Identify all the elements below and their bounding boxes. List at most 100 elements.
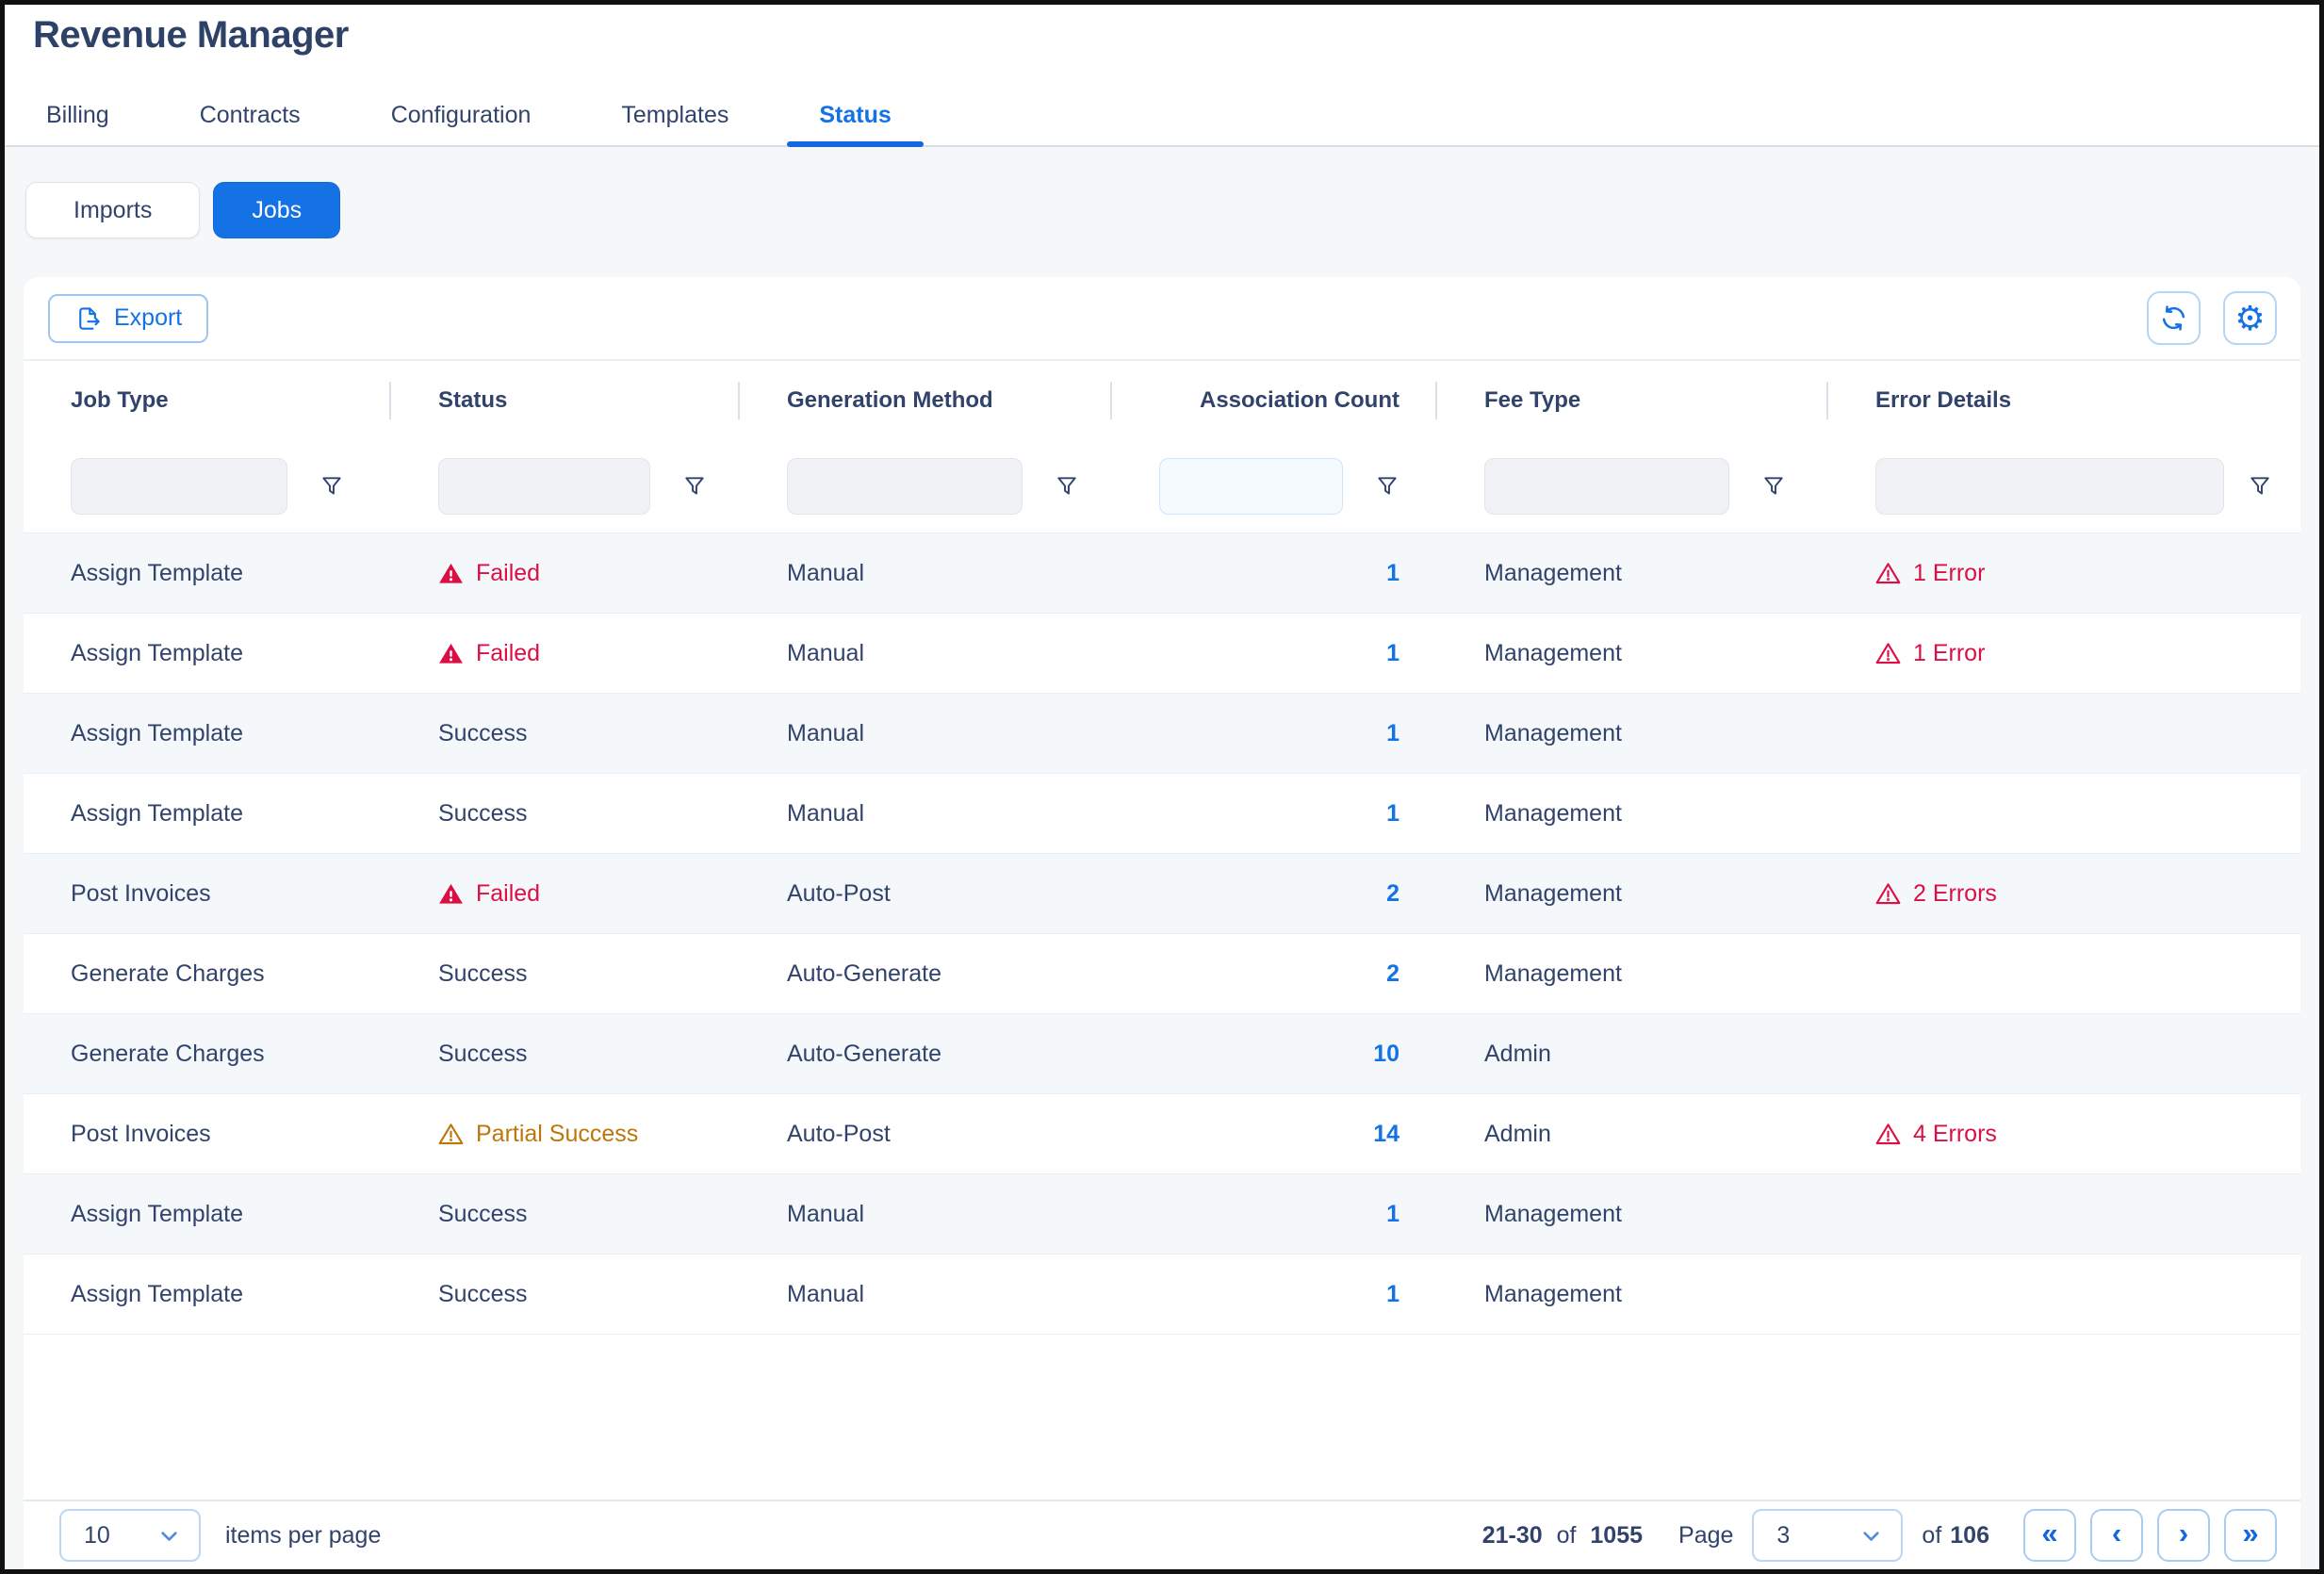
cell-association-count[interactable]: 1 — [1112, 533, 1437, 613]
cell-job-type: Assign Template — [24, 1254, 391, 1334]
cell-fee-type: Management — [1437, 533, 1828, 613]
status-label: Failed — [476, 640, 540, 667]
column-header-job-type[interactable]: Job Type — [24, 361, 391, 439]
error-label: 1 Error — [1913, 560, 1985, 587]
status-failed-icon — [438, 881, 464, 907]
cell-fee-type: Management — [1437, 1254, 1828, 1334]
cell-association-count[interactable]: 1 — [1112, 694, 1437, 773]
cell-error-details — [1828, 1254, 2300, 1334]
cell-error-details — [1828, 1174, 2300, 1254]
page-size-value: 10 — [84, 1522, 110, 1549]
cell-job-type: Post Invoices — [24, 854, 391, 933]
table-row: Assign Template Success Manual 1 Managem… — [24, 1254, 2300, 1335]
filter-cell-association-count — [1112, 458, 1437, 515]
cell-status: Success — [391, 1014, 740, 1093]
tab-templates[interactable]: Templates — [604, 85, 745, 145]
table-row: Post Invoices Failed Auto-Post 2 Managem… — [24, 854, 2300, 934]
total-pages-text: of 106 — [1922, 1522, 1989, 1549]
page-size-select[interactable]: 10 — [59, 1509, 201, 1562]
cell-association-count[interactable]: 14 — [1112, 1094, 1437, 1173]
export-button[interactable]: Export — [48, 294, 208, 343]
chevron-down-icon — [1858, 1523, 1884, 1549]
filter-input-status[interactable] — [438, 458, 650, 515]
next-page-icon: › — [2179, 1517, 2188, 1550]
cell-association-count[interactable]: 2 — [1112, 854, 1437, 933]
column-header-error-details[interactable]: Error Details — [1828, 361, 2300, 439]
cell-association-count[interactable]: 1 — [1112, 774, 1437, 853]
export-icon — [74, 304, 103, 333]
table-empty-space — [24, 1335, 2300, 1500]
tab-status[interactable]: Status — [802, 85, 908, 145]
cell-fee-type: Management — [1437, 1174, 1828, 1254]
cell-status: Success — [391, 1254, 740, 1334]
settings-button[interactable]: ⚙ — [2223, 291, 2277, 345]
imports-toggle-button[interactable]: Imports — [25, 182, 200, 238]
filter-icon[interactable] — [682, 474, 707, 499]
filter-input-association-count[interactable] — [1159, 458, 1343, 515]
previous-page-button[interactable]: ‹ — [2090, 1509, 2143, 1562]
cell-error-details[interactable]: 1 Error — [1828, 614, 2300, 693]
table-row: Assign Template Success Manual 1 Managem… — [24, 774, 2300, 854]
filter-input-fee-type[interactable] — [1484, 458, 1729, 515]
status-failed-icon — [438, 641, 464, 666]
previous-page-icon: ‹ — [2112, 1517, 2121, 1550]
cell-status: Success — [391, 774, 740, 853]
cell-association-count[interactable]: 1 — [1112, 614, 1437, 693]
status-label: Success — [438, 960, 527, 988]
error-label: 4 Errors — [1913, 1121, 1997, 1148]
cell-error-details — [1828, 774, 2300, 853]
next-page-button[interactable]: › — [2157, 1509, 2210, 1562]
cell-status: Failed — [391, 533, 740, 613]
status-partial-icon — [438, 1122, 464, 1147]
filter-cell-fee-type — [1437, 458, 1828, 515]
cell-error-details[interactable]: 4 Errors — [1828, 1094, 2300, 1173]
cell-association-count[interactable]: 2 — [1112, 934, 1437, 1013]
pages-of-label: of — [1922, 1522, 1941, 1549]
cell-status: Failed — [391, 614, 740, 693]
items-per-page-label: items per page — [225, 1522, 381, 1549]
filter-icon[interactable] — [1375, 474, 1399, 499]
view-toggle: Imports Jobs — [24, 182, 2300, 238]
tab-contracts[interactable]: Contracts — [183, 85, 318, 145]
cell-generation-method: Auto-Generate — [740, 1014, 1112, 1093]
column-header-generation-method[interactable]: Generation Method — [740, 361, 1112, 439]
filter-cell-status — [391, 458, 740, 515]
filter-icon[interactable] — [2248, 474, 2272, 499]
filter-icon[interactable] — [319, 474, 344, 499]
cell-association-count[interactable]: 1 — [1112, 1174, 1437, 1254]
filter-input-generation-method[interactable] — [787, 458, 1023, 515]
cell-error-details[interactable]: 2 Errors — [1828, 854, 2300, 933]
cell-fee-type: Admin — [1437, 1094, 1828, 1173]
table-row: Generate Charges Success Auto-Generate 1… — [24, 1014, 2300, 1094]
cell-fee-type: Management — [1437, 614, 1828, 693]
first-page-button[interactable]: « — [2023, 1509, 2076, 1562]
tab-billing[interactable]: Billing — [29, 85, 126, 145]
column-header-status[interactable]: Status — [391, 361, 740, 439]
cell-job-type: Post Invoices — [24, 1094, 391, 1173]
table-filter-row — [24, 439, 2300, 533]
filter-input-job-type[interactable] — [71, 458, 287, 515]
cell-job-type: Assign Template — [24, 694, 391, 773]
cell-association-count[interactable]: 10 — [1112, 1014, 1437, 1093]
cell-error-details — [1828, 934, 2300, 1013]
filter-icon[interactable] — [1055, 474, 1079, 499]
tab-bar: Billing Contracts Configuration Template… — [5, 85, 2319, 145]
item-range-text: 21-30 of 1055 — [1482, 1522, 1650, 1549]
filter-icon[interactable] — [1761, 474, 1786, 499]
table-row: Post Invoices Partial Success Auto-Post … — [24, 1094, 2300, 1174]
cell-error-details — [1828, 694, 2300, 773]
cell-error-details[interactable]: 1 Error — [1828, 533, 2300, 613]
last-page-button[interactable]: » — [2224, 1509, 2277, 1562]
cell-status: Success — [391, 694, 740, 773]
refresh-button[interactable] — [2147, 291, 2201, 345]
filter-input-error-details[interactable] — [1875, 458, 2224, 515]
column-header-fee-type[interactable]: Fee Type — [1437, 361, 1828, 439]
table-row: Assign Template Success Manual 1 Managem… — [24, 694, 2300, 774]
tab-configuration[interactable]: Configuration — [374, 85, 548, 145]
jobs-toggle-button[interactable]: Jobs — [213, 182, 340, 238]
page-number-select[interactable]: 3 — [1752, 1509, 1903, 1562]
toolbar-actions: ⚙ — [2147, 291, 2277, 345]
column-header-association-count[interactable]: Association Count — [1112, 361, 1437, 439]
cell-association-count[interactable]: 1 — [1112, 1254, 1437, 1334]
page-size-group: 10 items per page — [59, 1509, 381, 1562]
